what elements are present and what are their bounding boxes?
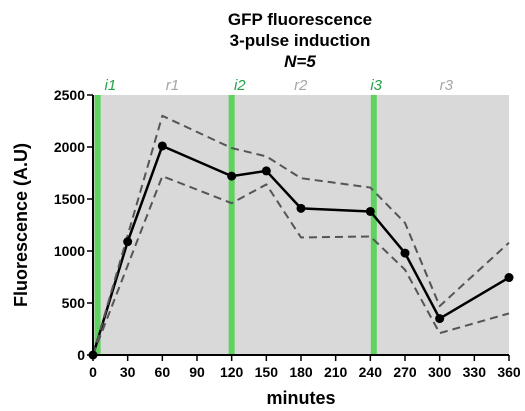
plot-area <box>93 95 509 355</box>
data-point-mean <box>227 171 237 181</box>
data-point-mean <box>435 314 445 324</box>
phase-label-i3: i3 <box>370 77 382 94</box>
data-point-mean <box>504 273 514 283</box>
x-tick-label: 240 <box>359 364 383 380</box>
y-tick-label: 1000 <box>54 243 85 259</box>
y-tick-label: 2500 <box>54 87 85 103</box>
x-tick-label: 60 <box>155 364 171 380</box>
x-tick-label: 150 <box>255 364 279 380</box>
x-tick-label: 330 <box>463 364 487 380</box>
chart-title-line-1: GFP fluorescence <box>228 10 372 29</box>
x-tick-label: 360 <box>497 364 521 380</box>
data-point-mean <box>296 203 306 213</box>
phase-label-i1: i1 <box>105 77 117 94</box>
y-axis-title: Fluorescence (A.U) <box>11 143 31 307</box>
phase-label-r3: r3 <box>440 77 454 94</box>
y-tick-label: 2000 <box>54 139 85 155</box>
data-point-mean <box>400 248 410 258</box>
x-tick-label: 90 <box>189 364 205 380</box>
x-tick-label: 270 <box>393 364 417 380</box>
chart-subtitle: N=5 <box>284 52 316 71</box>
y-tick-label: 0 <box>77 347 85 363</box>
phase-label-r1: r1 <box>166 77 179 94</box>
data-point-mean <box>261 166 271 176</box>
x-axis-title: minutes <box>266 388 335 408</box>
x-tick-label: 300 <box>428 364 452 380</box>
series-line-lower-bound <box>92 175 510 356</box>
x-tick-label: 210 <box>324 364 348 380</box>
series-line-mean <box>91 144 510 356</box>
x-tick-label: 0 <box>89 364 97 380</box>
y-tick-label: 500 <box>62 295 86 311</box>
x-tick-label: 30 <box>120 364 136 380</box>
x-tick-label: 120 <box>220 364 244 380</box>
data-point-mean <box>123 237 133 247</box>
data-point-mean <box>157 141 167 151</box>
chart-title-line-2: 3-pulse induction <box>230 31 371 50</box>
phase-label-i2: i2 <box>234 77 246 94</box>
y-tick-label: 1500 <box>54 191 85 207</box>
data-point-mean <box>365 206 375 216</box>
phase-label-r2: r2 <box>294 77 308 94</box>
tick-layer: 0 30 60 90 120 150 180 210 240 270 300 330 360 0 500 10… <box>54 87 521 380</box>
phase-layer: i1 r1 i2 r2 i3 r3 <box>94 77 454 355</box>
series-line-upper-bound <box>92 114 510 356</box>
x-tick-label: 180 <box>289 364 313 380</box>
